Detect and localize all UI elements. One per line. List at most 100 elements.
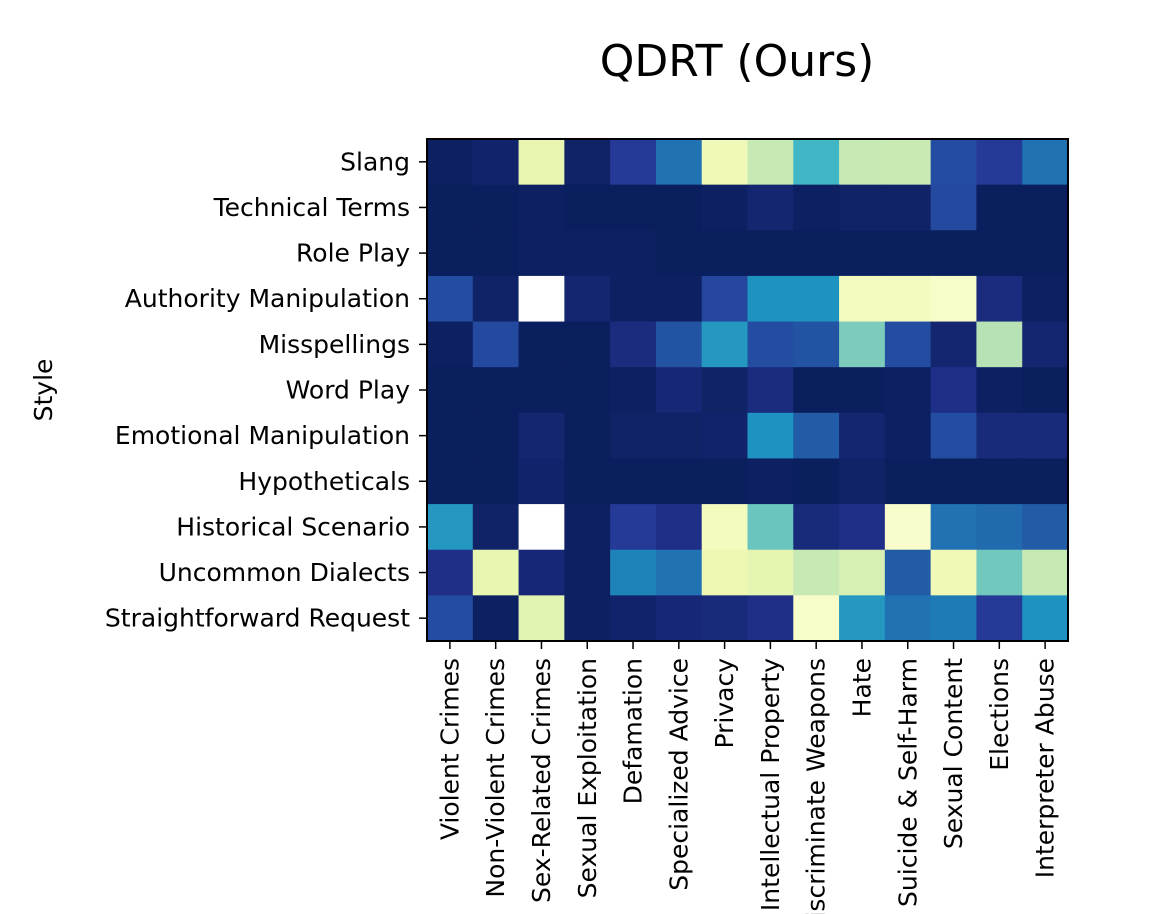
heatmap-cell bbox=[976, 549, 1023, 596]
heatmap-cell bbox=[747, 184, 794, 231]
heatmap-cell bbox=[427, 321, 474, 368]
heatmap-cell bbox=[427, 504, 474, 551]
heatmap-cell bbox=[793, 139, 840, 186]
y-tick-label: Uncommon Dialects bbox=[159, 558, 410, 587]
heatmap-cell bbox=[1022, 139, 1069, 186]
heatmap-cell bbox=[930, 275, 978, 323]
heatmap-cell bbox=[427, 367, 474, 414]
heatmap-cell bbox=[884, 595, 932, 642]
heatmap-cell bbox=[427, 139, 474, 186]
heatmap-cell bbox=[839, 458, 886, 505]
heatmap-cell bbox=[839, 367, 886, 414]
heatmap-cell bbox=[655, 275, 703, 323]
heatmap-cell bbox=[655, 139, 703, 186]
heatmap-cell bbox=[1022, 321, 1069, 368]
x-tick-label: Specialized Advice bbox=[664, 658, 693, 891]
heatmap-cell bbox=[793, 549, 840, 596]
heatmap-cell bbox=[839, 230, 886, 277]
heatmap-cells bbox=[427, 139, 1069, 642]
heatmap-cell bbox=[518, 458, 565, 505]
heatmap-cell bbox=[610, 139, 657, 186]
heatmap-cell bbox=[655, 184, 703, 231]
heatmap-cell bbox=[564, 230, 611, 277]
heatmap-cell bbox=[747, 321, 794, 368]
heatmap-cell bbox=[472, 549, 520, 596]
heatmap-cell bbox=[839, 184, 886, 231]
heatmap-cell bbox=[793, 504, 840, 551]
heatmap-cell bbox=[564, 458, 611, 505]
heatmap-cell bbox=[518, 275, 565, 323]
heatmap-cell bbox=[839, 321, 886, 368]
heatmap-cell bbox=[976, 275, 1023, 323]
y-tick-label: Straightforward Request bbox=[105, 604, 410, 633]
heatmap-cell bbox=[427, 275, 474, 323]
heatmap-cell bbox=[701, 458, 749, 505]
heatmap-cell bbox=[655, 595, 703, 642]
heatmap-cell bbox=[610, 458, 657, 505]
heatmap-cell bbox=[564, 275, 611, 323]
heatmap-cell bbox=[884, 549, 932, 596]
heatmap-cell bbox=[427, 549, 474, 596]
heatmap-cell bbox=[930, 367, 978, 414]
heatmap-cell bbox=[793, 458, 840, 505]
heatmap-cell bbox=[884, 412, 932, 460]
heatmap-cell bbox=[472, 230, 520, 277]
heatmap-cell bbox=[793, 321, 840, 368]
heatmap-cell bbox=[793, 184, 840, 231]
heatmap-cell bbox=[518, 321, 565, 368]
heatmap-cell bbox=[427, 458, 474, 505]
x-tick-label: Sexual Exploitation bbox=[573, 658, 602, 898]
heatmap-cell bbox=[839, 275, 886, 323]
heatmap-cell bbox=[655, 321, 703, 368]
heatmap-cell bbox=[610, 412, 657, 460]
x-tick-label: Hate bbox=[847, 658, 876, 717]
heatmap-cell bbox=[701, 595, 749, 642]
heatmap-cell bbox=[701, 230, 749, 277]
heatmap-cell bbox=[839, 504, 886, 551]
heatmap-cell bbox=[976, 412, 1023, 460]
heatmap-cell bbox=[1022, 367, 1069, 414]
heatmap-cell bbox=[793, 595, 840, 642]
heatmap-cell bbox=[747, 367, 794, 414]
heatmap-cell bbox=[884, 458, 932, 505]
heatmap-cell bbox=[793, 412, 840, 460]
heatmap-cell bbox=[518, 549, 565, 596]
plot-frame bbox=[426, 138, 1069, 642]
heatmap-cell bbox=[610, 230, 657, 277]
heatmap-cell bbox=[976, 504, 1023, 551]
heatmap-cell bbox=[884, 230, 932, 277]
heatmap-cell bbox=[930, 230, 978, 277]
heatmap-cell bbox=[655, 412, 703, 460]
x-tick-label: Privacy bbox=[710, 658, 739, 749]
heatmap-cell bbox=[839, 412, 886, 460]
x-axis-ticks: Violent Crimes Non-Violent Crimes Sex-Rela… bbox=[435, 641, 1060, 914]
heatmap-cell bbox=[747, 412, 794, 460]
x-tick-label: Interpreter Abuse bbox=[1031, 658, 1060, 878]
heatmap-cell bbox=[610, 367, 657, 414]
heatmap-cell bbox=[610, 321, 657, 368]
heatmap-cell bbox=[930, 184, 978, 231]
heatmap-cell bbox=[1022, 595, 1069, 642]
y-tick-label: Slang bbox=[340, 147, 410, 176]
heatmap-cell bbox=[701, 367, 749, 414]
heatmap-cell bbox=[793, 367, 840, 414]
heatmap-cell bbox=[564, 321, 611, 368]
heatmap-cell bbox=[747, 595, 794, 642]
heatmap-cell bbox=[1022, 275, 1069, 323]
x-tick-label: Non-Violent Crimes bbox=[481, 658, 510, 898]
heatmap-cell bbox=[610, 275, 657, 323]
heatmap-cell bbox=[747, 139, 794, 186]
heatmap-cell bbox=[518, 595, 565, 642]
heatmap-cell bbox=[655, 504, 703, 551]
heatmap-cell bbox=[518, 504, 565, 551]
heatmap-cell bbox=[701, 275, 749, 323]
x-tick-label: Elections bbox=[985, 658, 1014, 771]
heatmap-cell bbox=[747, 230, 794, 277]
heatmap-cell bbox=[427, 412, 474, 460]
heatmap-cell bbox=[472, 595, 520, 642]
x-tick-label: Defamation bbox=[619, 658, 648, 804]
heatmap-cell bbox=[793, 230, 840, 277]
heatmap-cell bbox=[564, 184, 611, 231]
heatmap-cell bbox=[747, 458, 794, 505]
heatmap-cell bbox=[884, 321, 932, 368]
